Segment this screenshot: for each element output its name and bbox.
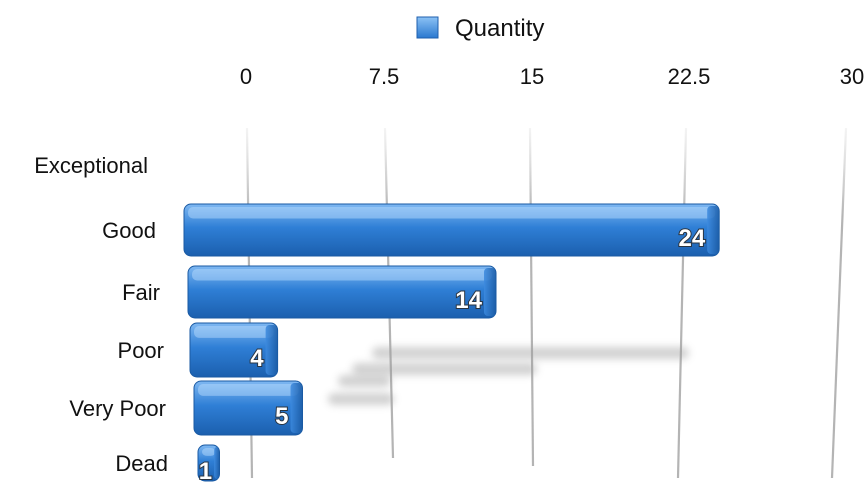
legend-swatch (416, 16, 439, 39)
bar-end-cap (707, 206, 720, 254)
category-label: Exceptional (34, 153, 148, 178)
x-tick-label: 15 (520, 64, 544, 89)
bar (187, 265, 497, 319)
x-tick-label: 7.5 (369, 64, 400, 89)
data-label: 5 (275, 403, 288, 430)
bar-highlight (198, 384, 299, 396)
gridline-4 (830, 127, 848, 479)
gridline-3 (676, 127, 688, 479)
category-label: Dead (115, 451, 168, 476)
category-label: Poor (118, 338, 164, 363)
bar-shadows (328, 347, 689, 405)
bar-highlight (188, 207, 716, 219)
bar-highlight (194, 326, 274, 338)
x-tick-label: 22.5 (668, 64, 711, 89)
bar (189, 322, 279, 378)
bar-end-cap (484, 268, 496, 316)
bar-end-cap (265, 325, 278, 375)
gridline-2 (528, 127, 535, 467)
category-label: Very Poor (69, 396, 166, 421)
legend-label: Quantity (455, 15, 544, 42)
data-label: 4 (250, 345, 264, 372)
bar-shadow (372, 347, 689, 359)
x-tick-label: 0 (240, 64, 252, 89)
bar-shadow (328, 393, 394, 405)
bar-highlight (192, 269, 492, 281)
legend: Quantity (416, 15, 544, 42)
bar (183, 203, 720, 257)
category-label: Fair (122, 280, 160, 305)
data-label: 24 (678, 225, 705, 252)
data-label: 1 (199, 458, 212, 483)
bar-highlight (202, 448, 216, 456)
bar-shadow (352, 363, 537, 375)
bars (183, 203, 720, 482)
x-axis-ticks: 0 7.5 15 22.5 30 (240, 64, 864, 89)
bar-end-cap (290, 383, 303, 433)
x-tick-label: 30 (840, 64, 864, 89)
bar-shadow (338, 375, 391, 387)
data-labels: 24 14 4 5 1 (198, 224, 707, 483)
category-label: Good (102, 218, 156, 243)
category-labels: Exceptional Good Fair Poor Very Poor Dead (34, 153, 168, 476)
bar-end-cap (214, 447, 220, 479)
bar (193, 380, 303, 436)
bar (197, 444, 220, 482)
data-label: 14 (455, 287, 482, 314)
